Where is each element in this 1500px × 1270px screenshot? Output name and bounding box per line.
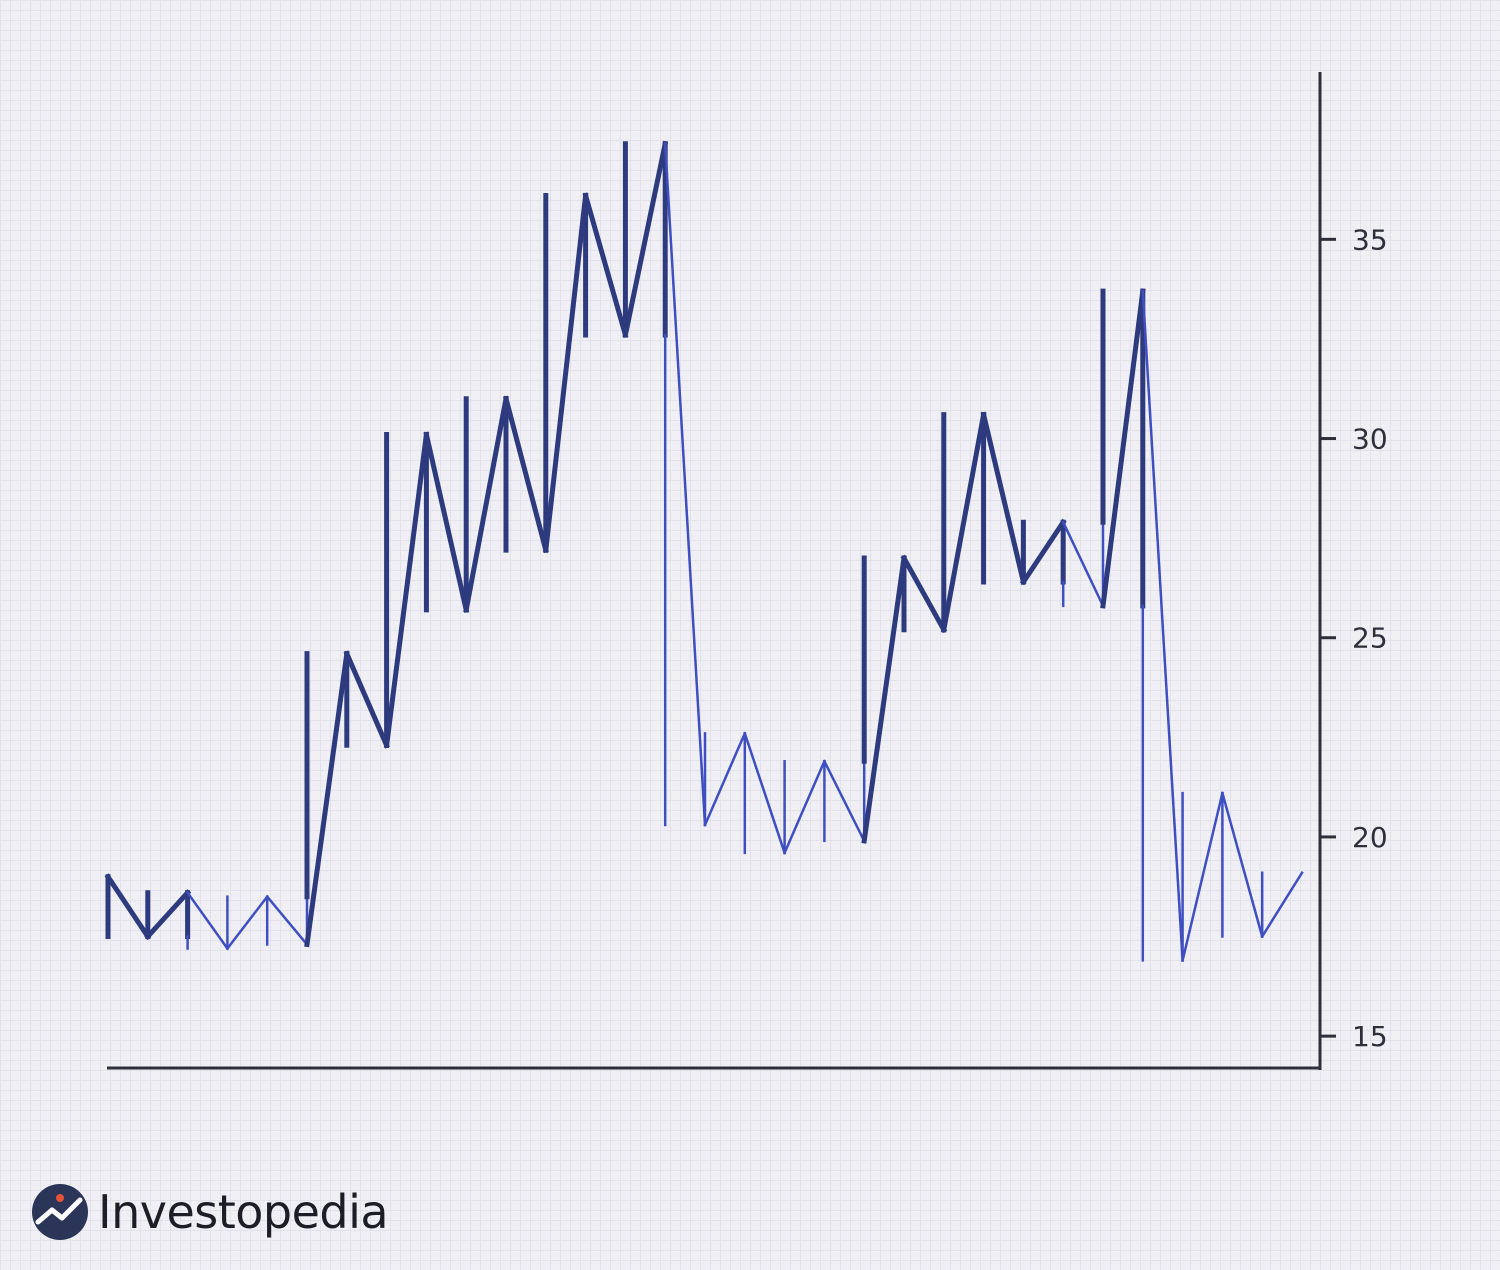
kagi-connector: [1181, 791, 1224, 962]
investopedia-logo-icon: [32, 1184, 88, 1240]
kagi-connector: [502, 395, 549, 554]
y-tick-label: 35: [1352, 223, 1388, 256]
kagi-connector: [822, 759, 866, 843]
kagi-connector: [1100, 288, 1146, 609]
kagi-connector: [782, 759, 827, 855]
kagi-chart: 15 20 25 30 35: [104, 72, 1388, 1070]
y-axis-ticks: 15 20 25 30 35: [1320, 223, 1388, 1053]
y-tick-label: 15: [1352, 1020, 1388, 1053]
logo-wordmark: Investopedia: [98, 1185, 389, 1239]
kagi-connector: [423, 431, 470, 613]
investopedia-logo: Investopedia: [32, 1184, 389, 1240]
kagi-connector: [663, 142, 707, 827]
kagi-connector: [343, 650, 390, 749]
kagi-connector: [265, 894, 309, 947]
kagi-connector: [1220, 791, 1264, 939]
kagi-connector: [185, 890, 230, 951]
kagi-connector: [1260, 871, 1304, 939]
kagi-connector: [622, 140, 669, 338]
kagi-connector: [104, 873, 152, 940]
y-tick-label: 20: [1352, 821, 1388, 854]
kagi-connector: [144, 889, 192, 941]
kagi-connector: [225, 894, 269, 951]
y-tick-label: 25: [1352, 622, 1388, 655]
kagi-connector: [703, 731, 747, 827]
kagi-connector: [900, 554, 948, 634]
kagi-connector: [1141, 289, 1184, 962]
kagi-series: [104, 140, 1304, 962]
kagi-connector: [383, 431, 430, 749]
kagi-connector: [1061, 520, 1105, 608]
kagi-connector: [1019, 518, 1067, 586]
kagi-connector: [743, 731, 787, 855]
kagi-connector: [463, 395, 509, 613]
kagi-connector: [304, 650, 350, 948]
kagi-connector: [582, 192, 629, 339]
kagi-connector: [940, 411, 987, 633]
kagi-connector: [861, 555, 907, 844]
kagi-connector: [543, 192, 589, 553]
kagi-connector: [980, 411, 1027, 585]
y-tick-label: 30: [1352, 423, 1388, 456]
